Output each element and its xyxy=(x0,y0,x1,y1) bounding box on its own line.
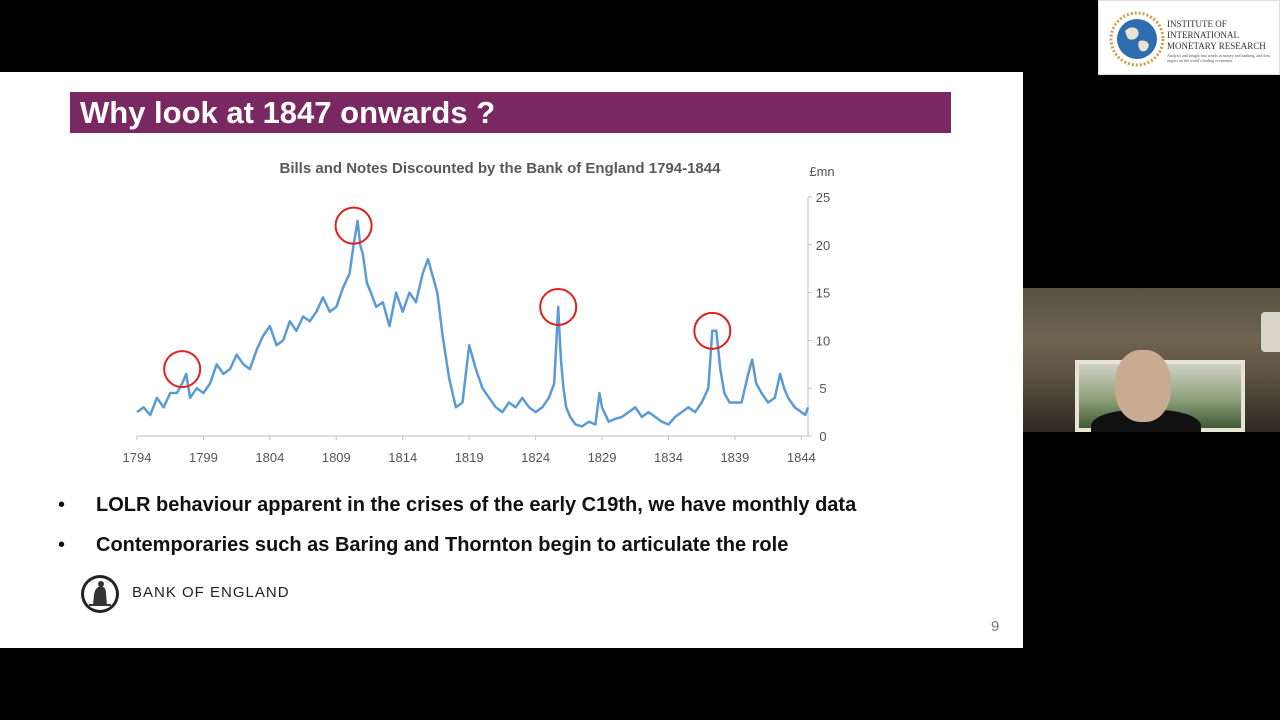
y-tick-label: 10 xyxy=(816,333,830,348)
line-chart: Bills and Notes Discounted by the Bank o… xyxy=(123,160,835,465)
x-tick-label: 1814 xyxy=(388,450,417,465)
iimr-logo-title: INSTITUTE OF INTERNATIONAL MONETARY RESE… xyxy=(1167,19,1266,51)
x-tick-label: 1794 xyxy=(123,450,152,465)
series-line xyxy=(136,219,810,428)
crisis-annotation-circle xyxy=(163,350,202,389)
speaker-head xyxy=(1115,350,1171,422)
presentation-slide: Why look at 1847 onwards ? Bills and Not… xyxy=(0,72,1023,648)
x-tick-label: 1809 xyxy=(322,450,351,465)
footer-logo-text: BANK OF ENGLAND xyxy=(132,584,290,601)
bullet-symbol: • xyxy=(58,534,66,556)
crisis-annotation-circle xyxy=(539,287,578,326)
bullet-text-2: Contemporaries such as Baring and Thornt… xyxy=(96,534,789,556)
y-tick-label: 20 xyxy=(816,238,830,253)
webcam-video-feed xyxy=(1023,288,1280,432)
crisis-annotation-circle xyxy=(334,206,373,245)
x-tick-label: 1824 xyxy=(521,450,550,465)
x-tick-label: 1829 xyxy=(588,450,617,465)
x-tick-label: 1844 xyxy=(787,450,816,465)
x-tick-label: 1799 xyxy=(189,450,218,465)
chart-title: Bills and Notes Discounted by the Bank o… xyxy=(280,160,722,177)
x-tick-label: 1834 xyxy=(654,450,683,465)
iimr-logo-tagline: Analysis and insight into trends in mone… xyxy=(1167,53,1271,63)
slide-title: Why look at 1847 onwards ? xyxy=(80,95,496,130)
bank-of-england-crest-icon xyxy=(81,575,119,613)
title-banner: Why look at 1847 onwards ? xyxy=(70,92,951,133)
x-tick-label: 1819 xyxy=(455,450,484,465)
y-tick-label: 0 xyxy=(819,429,826,444)
globe-icon xyxy=(1109,11,1165,67)
iimr-logo: INSTITUTE OF INTERNATIONAL MONETARY RESE… xyxy=(1098,0,1280,75)
webcam-background-lamp xyxy=(1261,312,1280,352)
crisis-annotation-circle xyxy=(693,311,732,350)
page-number: 9 xyxy=(991,618,1000,635)
x-tick-label: 1804 xyxy=(255,450,284,465)
x-tick-label: 1839 xyxy=(720,450,749,465)
bullet-text-1: LOLR behaviour apparent in the crises of… xyxy=(96,494,857,516)
bullet-symbol: • xyxy=(58,494,66,516)
y-tick-label: 15 xyxy=(816,286,830,301)
y-axis-unit-label: £mn xyxy=(809,164,834,179)
y-tick-label: 5 xyxy=(819,381,826,396)
y-tick-label: 25 xyxy=(816,190,830,205)
